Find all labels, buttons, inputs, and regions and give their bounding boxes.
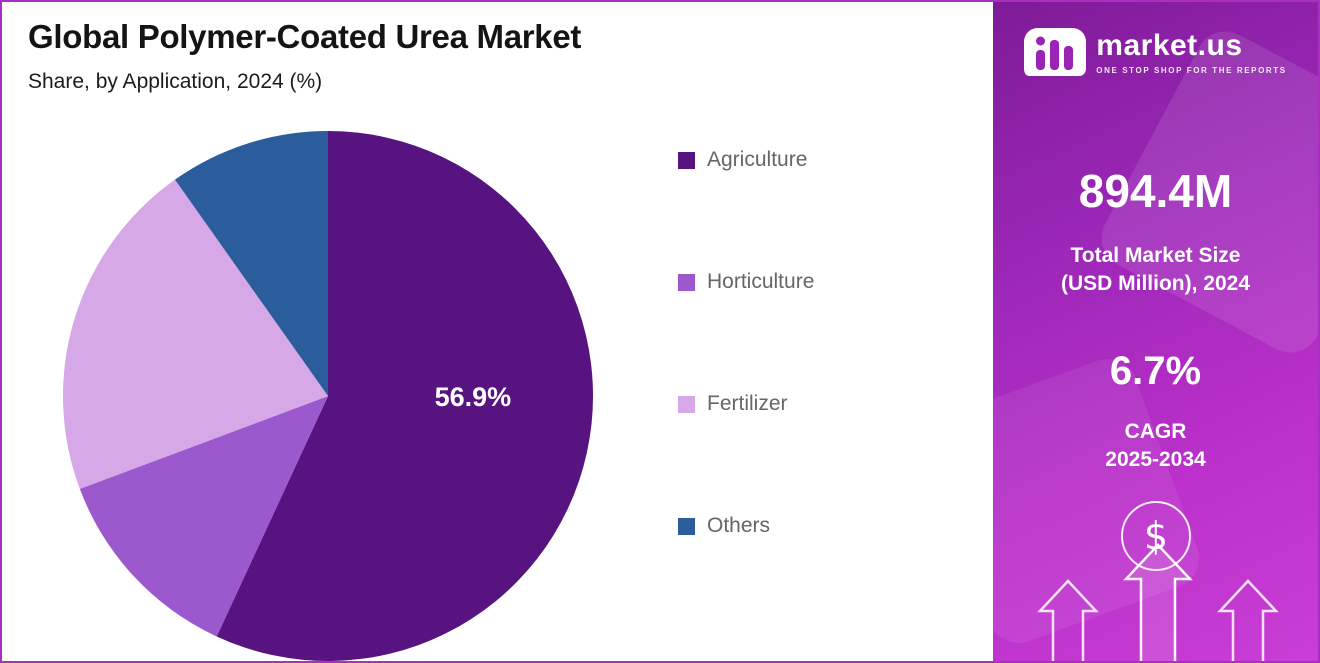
legend-label-others: Others: [707, 514, 771, 537]
cagr-value: 6.7%: [1109, 348, 1202, 393]
legend-swatch-agriculture: [678, 151, 695, 169]
legend-swatch-horticulture: [678, 273, 695, 291]
page-subtitle: Share, by Application, 2024 (%): [28, 70, 323, 93]
legend-item-fertilizer: Fertilizer: [678, 392, 814, 416]
pie-slice-horticulture: [79, 396, 328, 637]
brand-logo: market.us ONE STOP SHOP FOR THE REPORTS: [1024, 28, 1286, 76]
legend-label-agriculture: Agriculture: [707, 148, 808, 171]
pie-chart: 56.9%: [62, 131, 594, 661]
legend-item-horticulture: Horticulture: [678, 270, 814, 294]
brand-tagline: ONE STOP SHOP FOR THE REPORTS: [1096, 66, 1287, 75]
legend-label-horticulture: Horticulture: [707, 270, 815, 293]
market-size-label: Total Market Size (USD Million), 2024: [1061, 242, 1250, 299]
chart-legend: Agriculture Horticulture Fertilizer Othe…: [678, 148, 814, 538]
brand-text-block: market.us ONE STOP SHOP FOR THE REPORTS: [1096, 29, 1286, 75]
legend-item-agriculture: Agriculture: [678, 148, 814, 172]
page-title: Global Polymer-Coated Urea Market: [28, 18, 582, 55]
cagr-period: 2025-2034: [1105, 447, 1206, 471]
pie-slice-others: [174, 131, 328, 396]
market-size-label-line2: (USD Million), 2024: [1060, 272, 1251, 296]
growth-arrows-icon: [1037, 543, 1279, 661]
legend-item-others: Others: [678, 514, 814, 538]
brand-name: market.us: [1096, 29, 1243, 62]
chart-header: Global Polymer-Coated Urea Market Share,…: [28, 18, 581, 94]
pie-slice-agriculture: [216, 131, 594, 661]
brand-panel: market.us ONE STOP SHOP FOR THE REPORTS …: [988, 2, 1318, 661]
cagr-label: CAGR: [1124, 419, 1187, 443]
marketus-logo-icon: [1024, 28, 1087, 76]
market-size-label-line1: Total Market Size: [1070, 244, 1241, 267]
legend-swatch-others: [678, 517, 695, 535]
dollar-icon: $: [1111, 494, 1201, 577]
pie-value-label: 56.9%: [435, 382, 512, 412]
legend-swatch-fertilizer: [678, 395, 695, 413]
pie-slice-fertilizer: [62, 179, 329, 489]
dollar-symbol: $: [1143, 514, 1167, 558]
market-size-value: 894.4M: [1078, 165, 1233, 217]
legend-label-fertilizer: Fertilizer: [707, 392, 788, 415]
